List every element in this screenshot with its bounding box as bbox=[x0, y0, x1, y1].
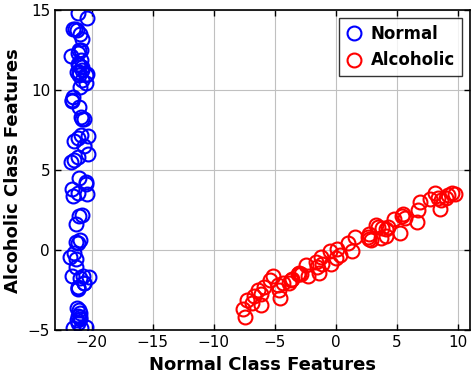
Normal bbox=[68, 54, 73, 58]
Normal bbox=[75, 287, 81, 292]
Line: Normal: Normal bbox=[63, 6, 96, 335]
Alcoholic bbox=[432, 191, 438, 195]
Normal bbox=[78, 133, 83, 138]
Normal bbox=[70, 274, 75, 278]
Normal bbox=[70, 95, 76, 99]
Normal bbox=[67, 254, 73, 259]
Normal bbox=[78, 326, 83, 330]
X-axis label: Normal Class Features: Normal Class Features bbox=[149, 356, 376, 374]
Normal bbox=[75, 10, 81, 15]
Normal bbox=[84, 72, 90, 76]
Alcoholic bbox=[288, 277, 294, 282]
Alcoholic bbox=[281, 281, 286, 285]
Normal bbox=[73, 265, 79, 270]
Alcoholic bbox=[449, 190, 455, 195]
Alcoholic bbox=[346, 241, 351, 245]
Y-axis label: Alcoholic Class Features: Alcoholic Class Features bbox=[4, 48, 22, 293]
Alcoholic bbox=[249, 301, 255, 306]
Legend: Normal, Alcoholic: Normal, Alcoholic bbox=[339, 19, 462, 76]
Alcoholic bbox=[270, 274, 276, 279]
Line: Alcoholic: Alcoholic bbox=[237, 186, 462, 324]
Alcoholic bbox=[242, 315, 247, 319]
Alcoholic bbox=[415, 220, 420, 225]
Alcoholic bbox=[427, 196, 432, 201]
